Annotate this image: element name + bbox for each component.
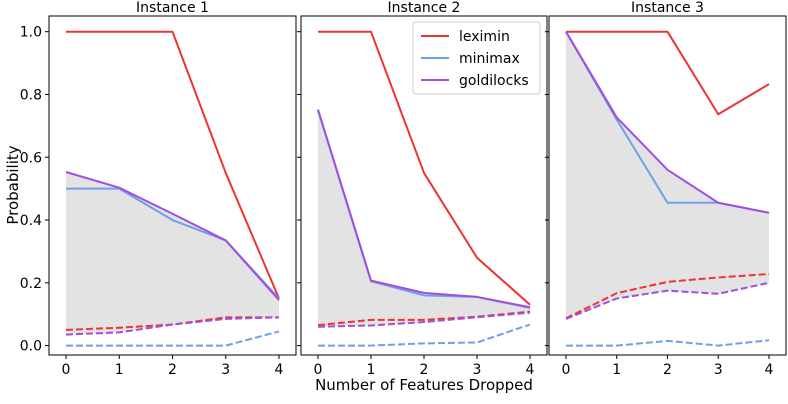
y-tick-label: 0.4 bbox=[20, 213, 42, 229]
shaded-band bbox=[318, 109, 530, 327]
y-axis-label: Probability bbox=[4, 145, 22, 224]
legend-label: goldilocks bbox=[459, 73, 529, 89]
panel-title: Instance 3 bbox=[631, 0, 704, 16]
shaded-band bbox=[66, 172, 279, 335]
series-line-goldilocks-solid bbox=[317, 109, 531, 309]
series-line-leximin-solid bbox=[66, 30, 280, 299]
series-line-minimax-dashed bbox=[318, 323, 531, 347]
x-axis-label: Number of Features Dropped bbox=[315, 376, 533, 394]
x-tick-label: 3 bbox=[714, 362, 723, 378]
x-tick-label: 2 bbox=[420, 362, 429, 378]
series-line-minimax-dashed bbox=[566, 339, 770, 347]
y-tick-label: 0.0 bbox=[20, 339, 42, 355]
chart-panel: 0 1 2 3 4 Instance 2 bbox=[297, 0, 548, 378]
x-tick-label: 4 bbox=[526, 362, 535, 378]
series-line-leximin-dashed bbox=[565, 273, 770, 320]
x-tick-label: 0 bbox=[62, 362, 71, 378]
series-line-goldilocks-dashed bbox=[565, 281, 770, 320]
x-tick-label: 3 bbox=[473, 362, 482, 378]
x-tick-label: 1 bbox=[612, 362, 621, 378]
chart-panel: 0.0 0.2 0.4 0.6 0.8 1.0 0 1 2 3 4 Instance 1 bbox=[20, 0, 297, 378]
panel-title: Instance 1 bbox=[136, 0, 209, 16]
series-line-goldilocks-dashed bbox=[317, 311, 531, 328]
chart-panel: 0 1 2 3 4 Instance 3 bbox=[545, 0, 787, 378]
legend-box bbox=[412, 21, 541, 95]
chart-legend: leximin minimax goldilocks bbox=[412, 21, 541, 95]
x-tick-label: 4 bbox=[275, 362, 284, 378]
series-line-leximin-solid bbox=[566, 30, 770, 116]
x-tick-label: 3 bbox=[221, 362, 230, 378]
y-tick-label: 0.2 bbox=[20, 276, 42, 292]
shaded-band bbox=[566, 31, 769, 319]
series-line-goldilocks-solid bbox=[565, 31, 770, 214]
y-tick-label: 1.0 bbox=[20, 25, 42, 41]
series-line-goldilocks-dashed bbox=[65, 316, 280, 336]
panel-title: Instance 2 bbox=[388, 0, 461, 16]
y-tick-label: 0.8 bbox=[20, 87, 42, 103]
x-tick-label: 0 bbox=[314, 362, 323, 378]
legend-label: leximin bbox=[459, 29, 510, 45]
x-tick-label: 1 bbox=[367, 362, 376, 378]
legend-label: minimax bbox=[459, 51, 520, 67]
series-line-leximin-dashed bbox=[65, 316, 279, 331]
x-tick-label: 2 bbox=[168, 362, 177, 378]
x-tick-label: 1 bbox=[115, 362, 124, 378]
x-tick-label: 0 bbox=[562, 362, 571, 378]
y-tick-label: 0.6 bbox=[20, 150, 42, 166]
x-tick-label: 4 bbox=[765, 362, 774, 378]
series-line-goldilocks-solid bbox=[65, 171, 280, 301]
series-line-minimax-dashed bbox=[66, 330, 280, 347]
series-line-leximin-solid bbox=[318, 30, 531, 306]
chart-panels: 0.0 0.2 0.4 0.6 0.8 1.0 0 1 2 3 4 Instance 1 0 1 2 3 4 In… bbox=[20, 0, 787, 378]
series-line-leximin-dashed bbox=[317, 310, 531, 327]
x-tick-label: 2 bbox=[663, 362, 672, 378]
